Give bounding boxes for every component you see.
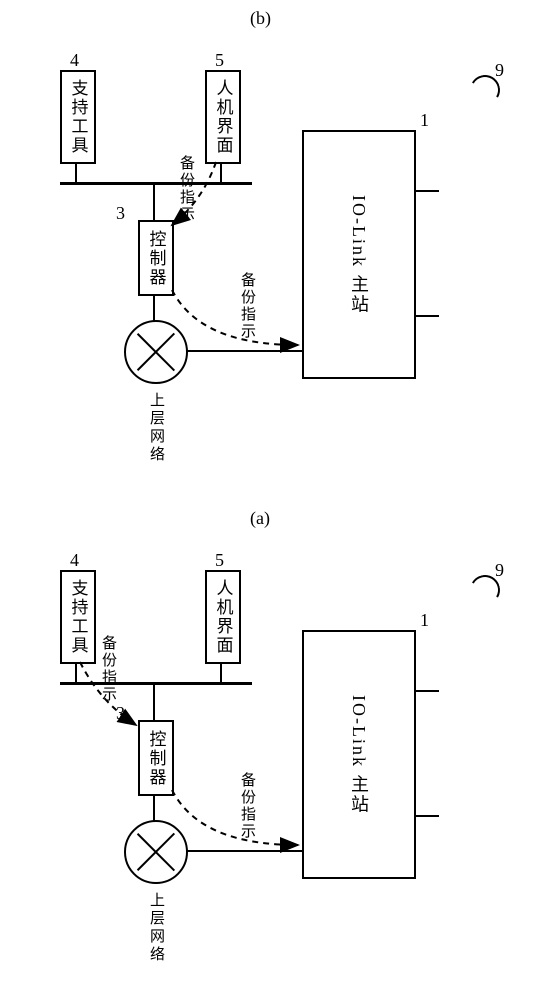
arrow-ctrl-io-a xyxy=(0,0,536,1000)
arrow-label-2a: 备份指示 xyxy=(237,772,258,840)
